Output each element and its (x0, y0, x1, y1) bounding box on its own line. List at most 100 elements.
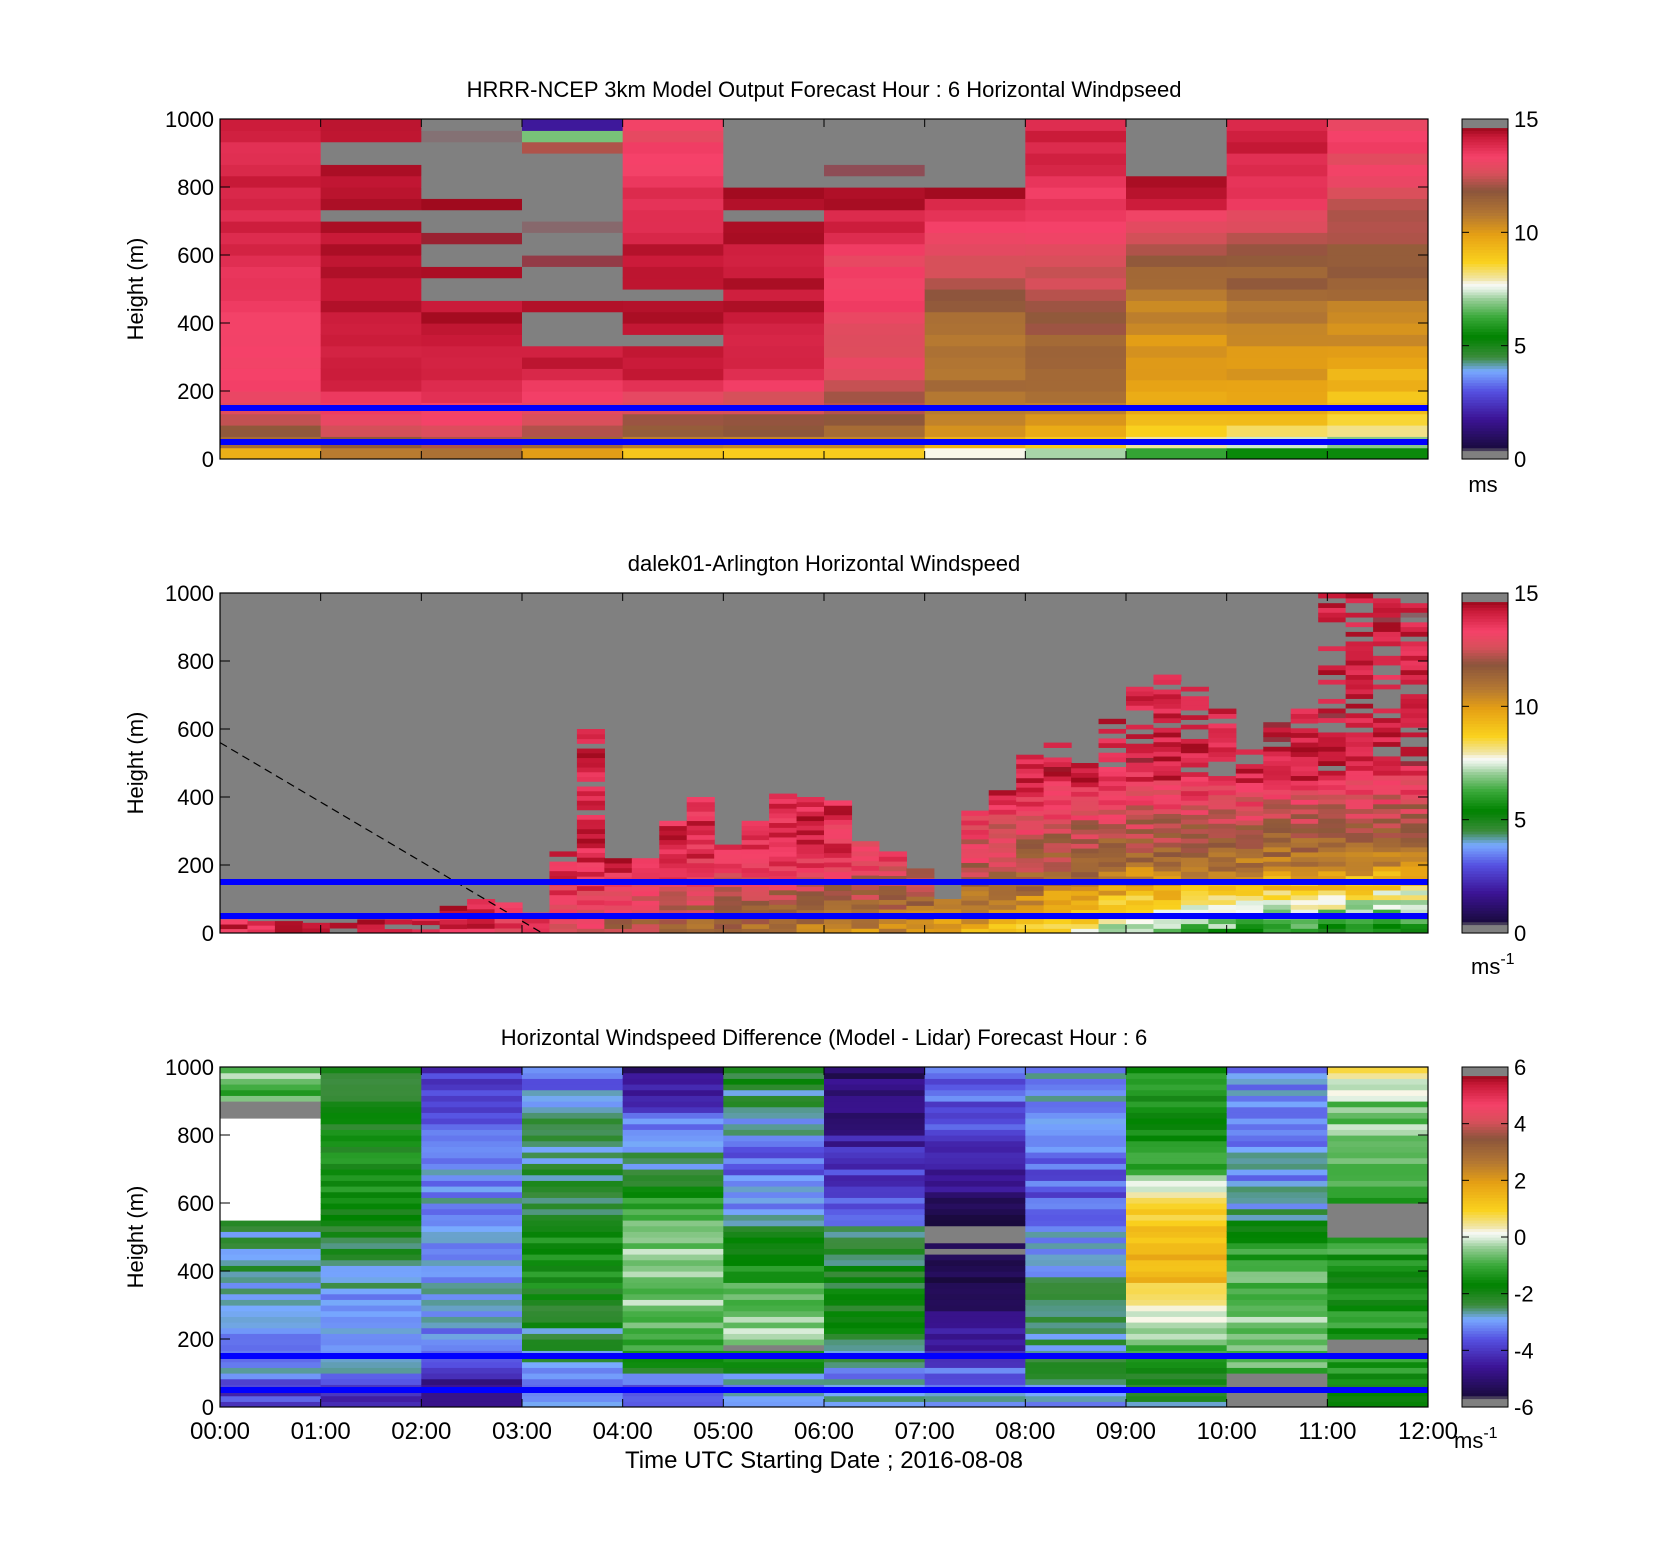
colorbar-swatch (1462, 209, 1508, 214)
heatmap-cell (1400, 650, 1428, 656)
heatmap-cell (1345, 593, 1374, 599)
heatmap-cell (1025, 1282, 1127, 1289)
colorbar-swatch (1462, 862, 1508, 866)
heatmap-cell (1126, 243, 1228, 256)
colorbar-swatch (1462, 1239, 1508, 1244)
heatmap-cell (1290, 732, 1319, 738)
heatmap-cell (878, 861, 907, 867)
colorbar-swatch (1462, 887, 1508, 892)
heatmap-cell (1345, 688, 1374, 695)
heatmap-cell (1016, 782, 1045, 788)
heatmap-cell (924, 1067, 1026, 1074)
colorbar-swatch (1462, 714, 1508, 719)
heatmap-cell (1098, 823, 1127, 829)
heatmap-cell (631, 886, 660, 892)
heatmap-cell (1153, 799, 1182, 805)
heatmap-cell (576, 819, 605, 825)
heatmap-cell (1345, 612, 1374, 618)
heatmap-cell (220, 1310, 322, 1317)
heatmap-cell (320, 1146, 422, 1153)
heatmap-cell (1290, 713, 1319, 719)
heatmap-cell (1025, 232, 1127, 245)
heatmap-cell (1345, 813, 1374, 819)
colorbar-tick-label: -2 (1514, 1282, 1534, 1307)
heatmap-cell (494, 907, 523, 914)
panel-lidar-title: dalek01-Arlington Horizontal Windspeed (628, 551, 1021, 576)
heatmap-cell (1263, 846, 1292, 853)
heatmap-cell (924, 1378, 1026, 1385)
colorbar-swatch (1462, 170, 1508, 174)
heatmap-cell (1208, 928, 1237, 933)
heatmap-cell (878, 875, 907, 881)
heatmap-cell (723, 289, 825, 301)
heatmap-cell (741, 830, 770, 836)
heatmap-cell (1208, 708, 1237, 714)
heatmap-cell (1208, 885, 1237, 891)
colorbar-swatch (1462, 1327, 1508, 1332)
colorbar-swatch (1462, 1398, 1508, 1402)
heatmap-cell (1400, 827, 1428, 834)
heatmap-cell (1400, 712, 1428, 719)
heatmap-cell (522, 1242, 624, 1249)
heatmap-cell (824, 1191, 926, 1198)
heatmap-cell (421, 1299, 523, 1306)
colorbar-swatch (1462, 232, 1508, 236)
colorbar-swatch (1462, 910, 1508, 914)
heatmap-cell (1208, 856, 1237, 862)
heatmap-cell (622, 1106, 724, 1113)
heatmap-cell (522, 255, 624, 267)
heatmap-cell (1318, 597, 1347, 604)
heatmap-cell (1226, 187, 1328, 199)
colorbar-swatch (1462, 1251, 1508, 1255)
colorbar-swatch (1462, 439, 1508, 443)
heatmap-cell (1126, 1225, 1228, 1232)
heatmap-cell (220, 289, 322, 301)
heatmap-cell (723, 1259, 825, 1266)
heatmap-cell (622, 1401, 724, 1407)
heatmap-cell (1153, 684, 1182, 690)
colorbar-swatch (1462, 893, 1508, 897)
heatmap-cell (421, 1288, 523, 1295)
heatmap-cell (1226, 1067, 1328, 1074)
heatmap-cell (1025, 153, 1127, 165)
heatmap-cell (320, 1163, 422, 1170)
heatmap-cell (924, 357, 1026, 369)
heatmap-cell (1016, 848, 1045, 854)
heatmap-cell (824, 1112, 926, 1119)
heatmap-cell (824, 232, 926, 245)
colorbar-swatch (1462, 348, 1508, 352)
heatmap-cell (723, 1401, 825, 1407)
heatmap-cell (576, 823, 605, 830)
colorbar-swatch (1462, 1288, 1508, 1292)
heatmap-cell (1263, 765, 1292, 771)
colorbar-swatch (1462, 1132, 1508, 1136)
heatmap-cell (622, 1322, 724, 1329)
heatmap-cell (878, 904, 907, 910)
heatmap-cell (659, 862, 688, 869)
heatmap-cell (723, 345, 825, 358)
heatmap-cell (1153, 688, 1182, 695)
heatmap-cell (622, 153, 724, 165)
heatmap-cell (274, 929, 303, 933)
heatmap-cell (1208, 770, 1237, 777)
heatmap-cell (1126, 232, 1228, 245)
heatmap-cell (1098, 728, 1127, 734)
colorbar-swatch (1462, 822, 1508, 826)
heatmap-cell (796, 872, 825, 878)
heatmap-cell (1098, 923, 1127, 929)
heatmap-cell (247, 921, 276, 926)
heatmap-cell (1290, 918, 1319, 925)
heatmap-cell (851, 899, 880, 905)
heatmap-cell (1373, 779, 1402, 786)
heatmap-cell (1263, 746, 1292, 752)
heatmap-cell (1400, 755, 1428, 762)
heatmap-cell (421, 413, 523, 426)
heatmap-cell (1263, 928, 1292, 933)
heatmap-cell (1025, 300, 1127, 313)
heatmap-cell (824, 1378, 926, 1385)
heatmap-cell (1235, 796, 1264, 802)
heatmap-cell (1400, 818, 1428, 824)
heatmap-cell (467, 899, 496, 905)
colorbar-swatch (1462, 1341, 1508, 1346)
colorbar-swatch (1462, 595, 1508, 600)
